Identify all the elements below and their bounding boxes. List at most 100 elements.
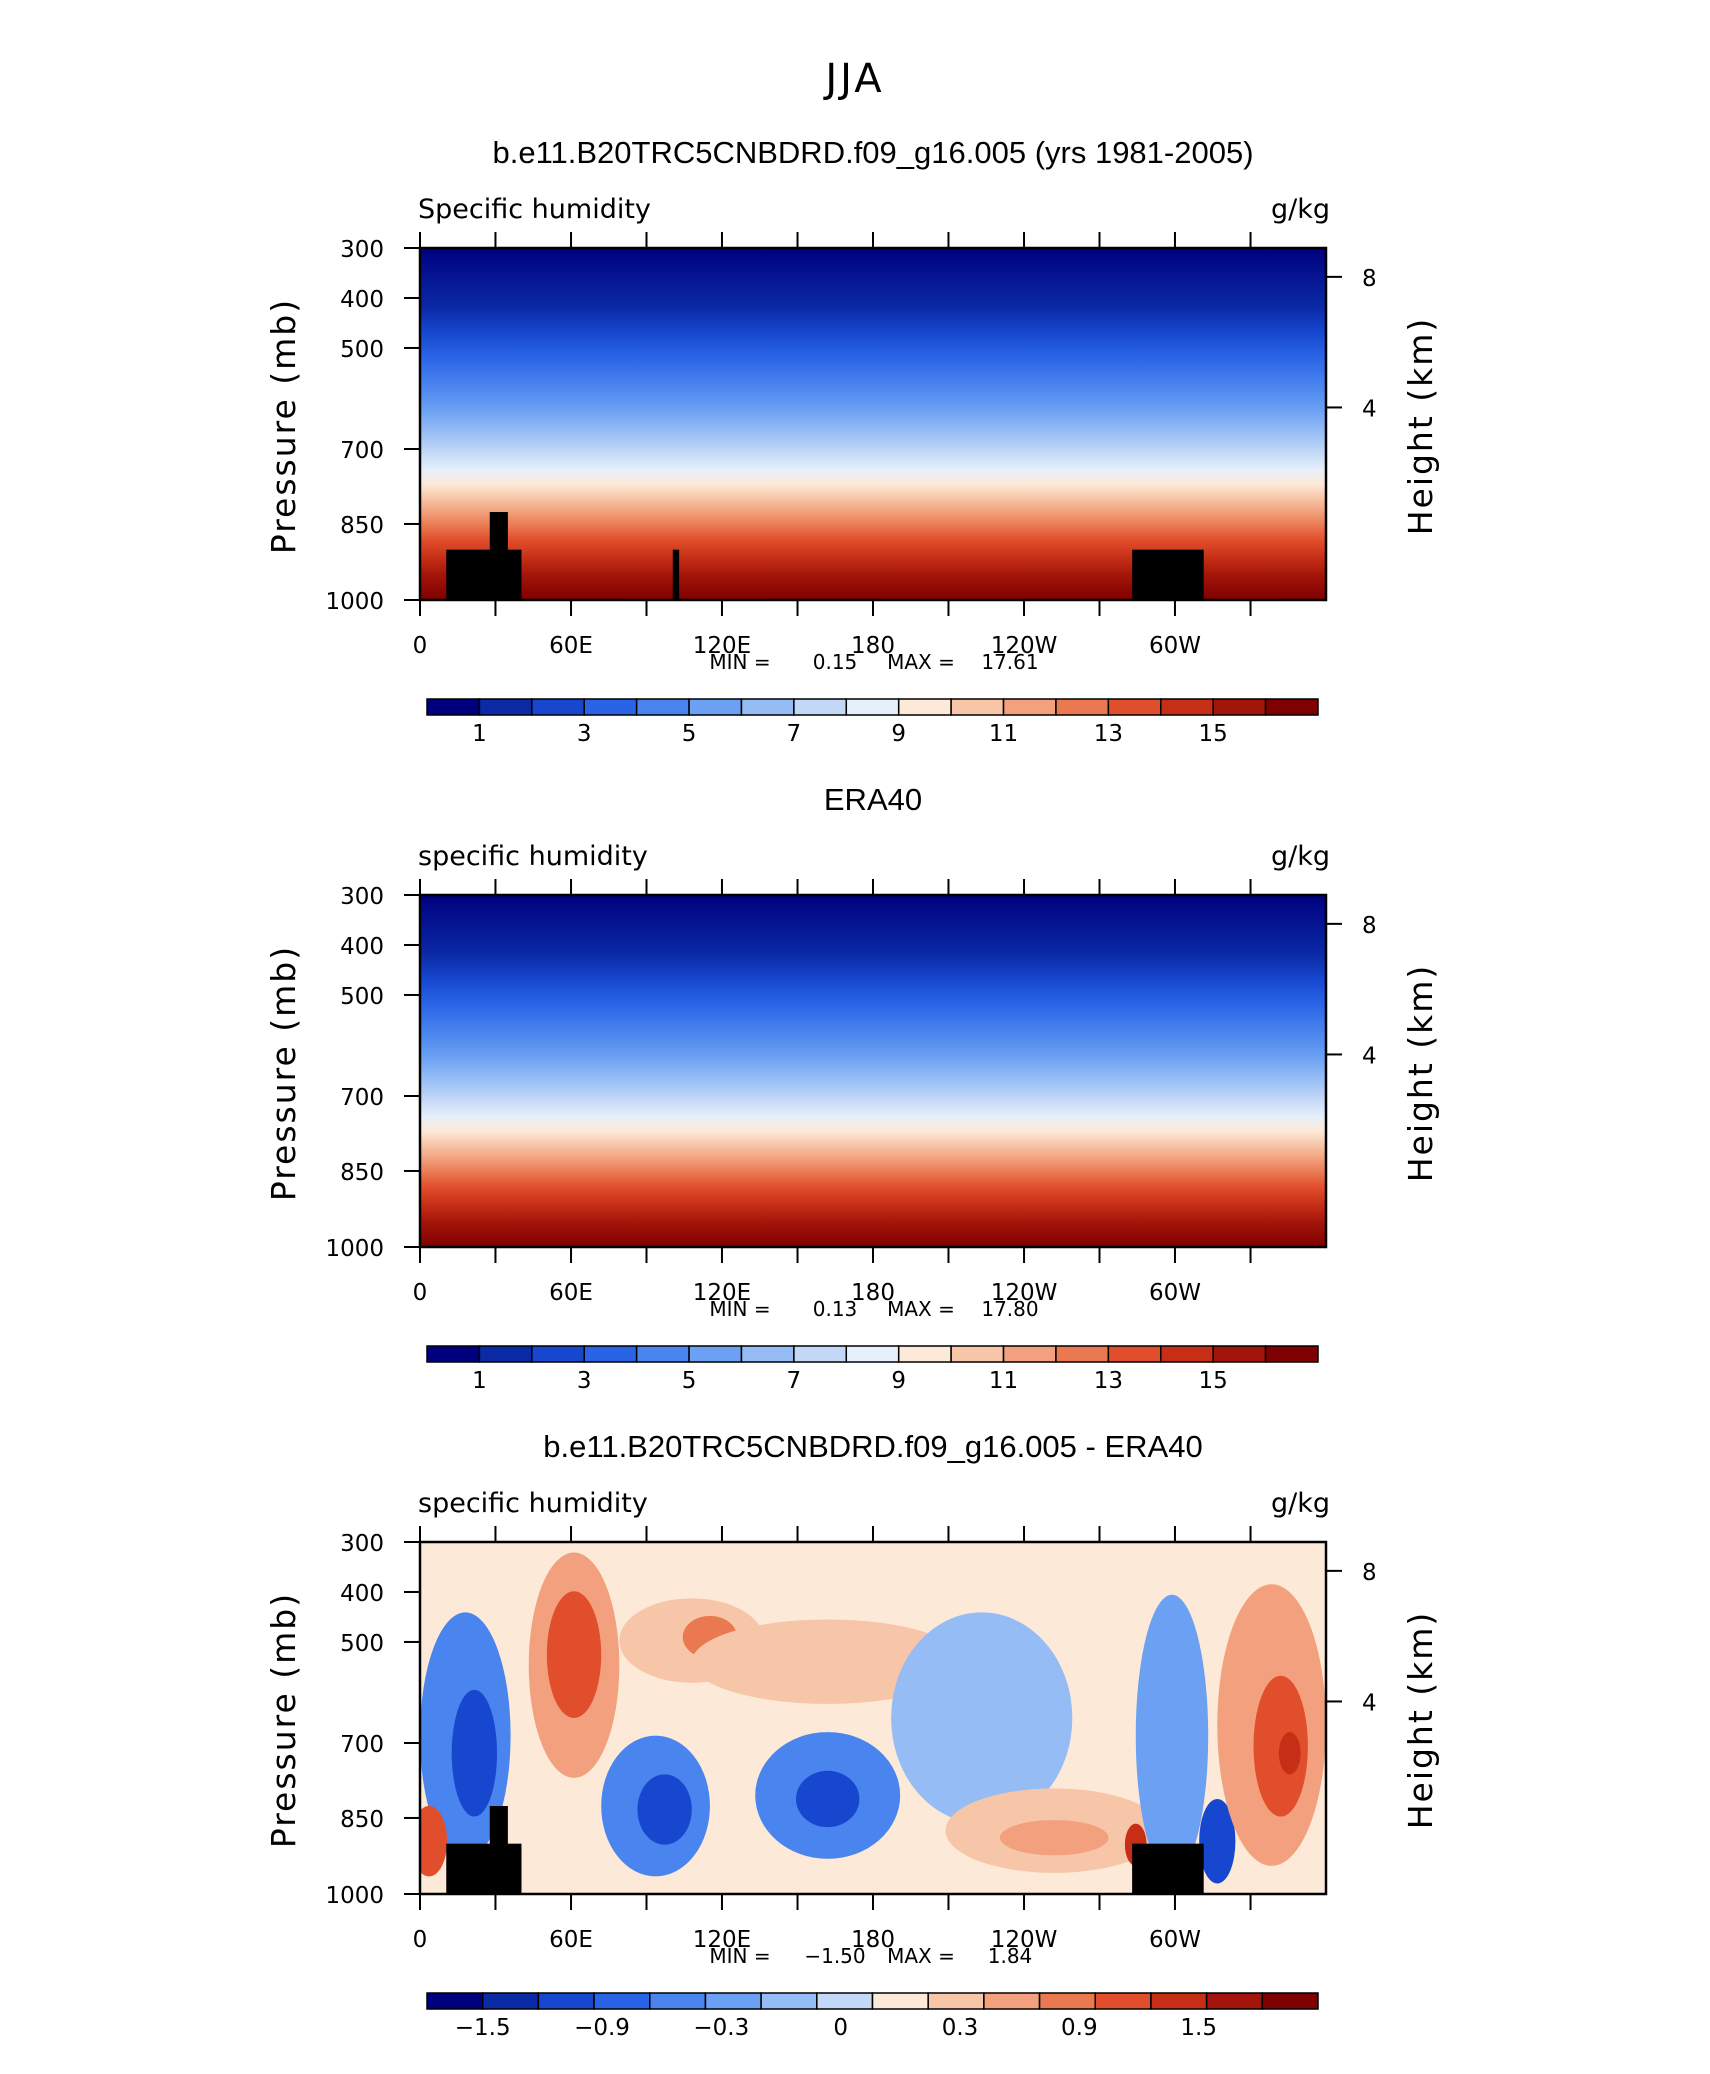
colorbar-swatch <box>1107 1345 1162 1363</box>
colorbar-swatch <box>583 1345 638 1363</box>
colorbar-swatch <box>635 1345 690 1363</box>
difference-contour <box>1135 1594 1209 1877</box>
chart-panel-1: b.e11.B20TRC5CNBDRD.f09_g16.005 (yrs 198… <box>264 135 1440 747</box>
y-tick-label: 500 <box>340 984 384 1010</box>
panel-title: b.e11.B20TRC5CNBDRD.f09_g16.005 - ERA40 <box>543 1429 1202 1464</box>
units-label: g/kg <box>1271 1488 1330 1519</box>
colorbar-swatch <box>426 698 481 716</box>
x-tick-label: 60W <box>1149 1927 1201 1953</box>
panel-title: b.e11.B20TRC5CNBDRD.f09_g16.005 (yrs 198… <box>492 135 1253 170</box>
colorbar-swatch <box>478 1345 533 1363</box>
x-tick-label: 0 <box>413 1280 428 1306</box>
colorbar-label: 1 <box>472 721 487 747</box>
colorbar-swatch <box>983 1992 1041 2010</box>
colorbar-swatch <box>897 698 952 716</box>
units-label: g/kg <box>1271 841 1330 872</box>
x-tick-label: 180 <box>851 1280 895 1306</box>
x-tick-label: 180 <box>851 633 895 659</box>
contour-field <box>420 1542 1326 1894</box>
difference-contour <box>451 1689 498 1817</box>
difference-contour <box>1199 1798 1236 1884</box>
figure-title: JJA <box>822 56 884 102</box>
colorbar-label: 15 <box>1199 721 1228 747</box>
y-tick-label: 1000 <box>325 1883 384 1909</box>
difference-contour <box>1278 1732 1301 1775</box>
colorbar-swatch <box>1205 1992 1264 2010</box>
difference-contour <box>420 1806 448 1877</box>
y-tick-label: 850 <box>340 513 384 539</box>
colorbar-label: 15 <box>1199 1368 1228 1394</box>
colorbar-swatch <box>871 1992 929 2010</box>
y-axis-title: Pressure (mb) <box>264 298 303 554</box>
difference-contour <box>795 1770 860 1828</box>
difference-contour <box>546 1591 602 1718</box>
colorbar-label: 0 <box>833 2015 848 2041</box>
colorbar-label: 13 <box>1094 1368 1123 1394</box>
x-tick-label: 180 <box>851 1927 895 1953</box>
colorbar-label: 11 <box>989 721 1018 747</box>
colorbar-swatch <box>688 698 743 716</box>
difference-contour <box>891 1612 1073 1824</box>
x-tick-label: 60W <box>1149 1280 1201 1306</box>
colorbar-swatch <box>793 1345 848 1363</box>
colorbar-swatch <box>635 698 690 716</box>
colorbar-label: 11 <box>989 1368 1018 1394</box>
topography-mask <box>446 512 1204 600</box>
colorbar-swatch <box>927 1992 985 2010</box>
colorbar-swatch <box>1264 698 1319 716</box>
colorbar-swatch <box>1055 1345 1110 1363</box>
min-label: MIN = <box>709 1297 770 1321</box>
y-axis-title: Pressure (mb) <box>264 945 303 1201</box>
y2-tick-label: 8 <box>1362 913 1377 939</box>
left-label: Specific humidity <box>418 194 651 225</box>
colorbar-swatch <box>1094 1992 1152 2010</box>
colorbar-swatch <box>583 698 638 716</box>
y-tick-label: 500 <box>340 1631 384 1657</box>
contour-field <box>420 895 1326 1247</box>
y-tick-label: 1000 <box>325 589 384 615</box>
x-tick-label: 120W <box>991 1280 1058 1306</box>
y-tick-label: 500 <box>340 337 384 363</box>
panel-title: ERA40 <box>824 782 922 817</box>
y-tick-label: 400 <box>340 934 384 960</box>
colorbar-label: 5 <box>682 1368 697 1394</box>
min-label: MIN = <box>709 1944 770 1968</box>
left-label: specific humidity <box>418 1488 648 1519</box>
colorbar-label: 7 <box>787 1368 802 1394</box>
y2-tick-label: 4 <box>1362 396 1377 422</box>
y-tick-label: 1000 <box>325 1236 384 1262</box>
colorbar-label: −0.9 <box>574 2015 630 2041</box>
colorbar-swatch <box>1160 698 1214 716</box>
colorbar-label: 13 <box>1094 721 1123 747</box>
difference-contour <box>637 1774 692 1845</box>
colorbar-swatch <box>531 1345 585 1363</box>
colorbar-swatch <box>1261 1992 1319 2010</box>
colorbar-swatch <box>816 1992 874 2010</box>
max-label: MAX = <box>887 1944 955 1968</box>
colorbar-swatch <box>426 1345 481 1363</box>
colorbar-swatch <box>481 1992 540 2010</box>
min-value: 0.13 <box>813 1297 858 1321</box>
y-axis-title: Pressure (mb) <box>264 1592 303 1848</box>
y2-tick-label: 4 <box>1362 1690 1377 1716</box>
difference-contour <box>999 1820 1109 1856</box>
colorbar-swatch <box>1002 698 1057 716</box>
min-label: MIN = <box>709 650 770 674</box>
colorbar-swatch <box>704 1992 762 2010</box>
max-value: 17.80 <box>981 1297 1038 1321</box>
colorbar-swatch <box>1212 1345 1267 1363</box>
chart-panel-3: b.e11.B20TRC5CNBDRD.f09_g16.005 - ERA40 s… <box>264 1429 1440 2041</box>
colorbar-swatch <box>950 698 1005 716</box>
x-tick-label: 60E <box>549 633 593 659</box>
colorbar-swatch <box>1264 1345 1319 1363</box>
x-tick-label: 120W <box>991 633 1058 659</box>
y-tick-label: 300 <box>340 237 384 263</box>
colorbar-swatch <box>537 1992 595 2010</box>
humidity-contours <box>420 895 1326 1247</box>
y2-axis-title: Height (km) <box>1401 1611 1440 1830</box>
colorbar-swatch <box>1107 698 1162 716</box>
y-tick-label: 400 <box>340 1581 384 1607</box>
colorbar-label: 0.9 <box>1061 2015 1098 2041</box>
colorbar-label: 7 <box>787 721 802 747</box>
